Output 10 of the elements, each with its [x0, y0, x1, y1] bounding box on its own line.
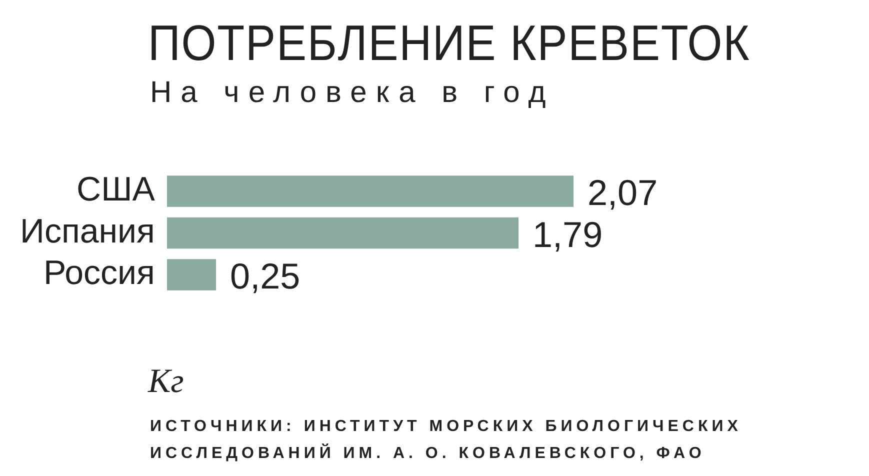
- data-label: 1,79: [532, 214, 603, 255]
- data-label: 2,07: [588, 172, 658, 214]
- y-tick-label: Испания: [20, 212, 155, 250]
- text: Кг: [148, 363, 184, 401]
- y-tick-label: США: [76, 170, 156, 209]
- text: ИСТОЧНИКИ: ИНСТИТУТ МОРСКИХ БИОЛОГИЧЕСКИХ ИССЛЕДОВАНИЙ ИМ. А. О. КОВАЛЕВСКОГО, ФАО: [150, 417, 743, 464]
- chart-subtitle: На человека в год: [150, 76, 555, 110]
- chart-title: ПОТРЕБЛЕНИЕ КРЕВЕТОК: [148, 14, 750, 72]
- data-label: 0,25: [230, 256, 300, 297]
- y-tick-label: Россия: [43, 254, 155, 292]
